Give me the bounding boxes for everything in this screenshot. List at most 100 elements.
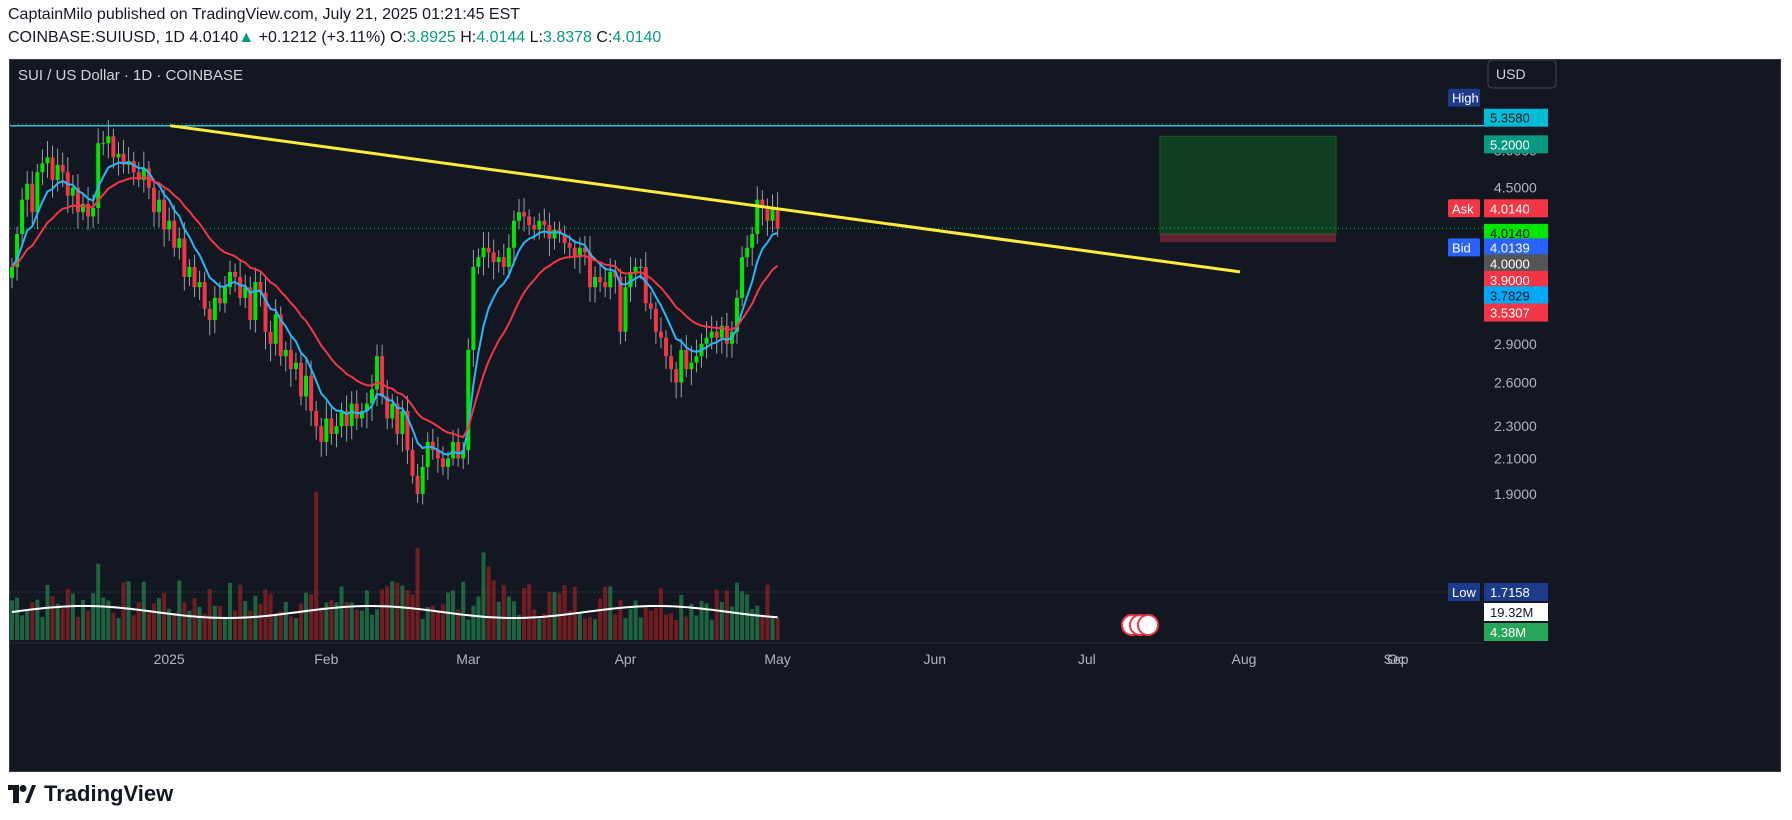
candle-body: [501, 257, 506, 267]
volume-bar: [603, 586, 608, 640]
candle-body: [15, 233, 20, 267]
candle-body: [633, 266, 638, 272]
volume-bar: [496, 601, 501, 640]
volume-bar: [390, 581, 395, 640]
candle-body: [562, 233, 567, 244]
low-label: L:: [529, 29, 543, 46]
volume-bar: [212, 605, 217, 640]
candle-body: [435, 450, 440, 459]
candle-body: [724, 325, 729, 344]
candle-body: [719, 325, 724, 338]
candle-body: [202, 282, 207, 309]
volume-bar: [446, 592, 451, 640]
volume-bar: [466, 619, 471, 640]
volume-bar: [694, 615, 699, 640]
candle-body: [471, 266, 476, 350]
candle-body: [775, 207, 780, 229]
volume-bar: [623, 617, 628, 640]
chart-panel[interactable]: SUI / US Dollar · 1D · COINBASEUSD5.0000…: [9, 59, 1781, 772]
y-tick-label: 2.9000: [1494, 336, 1537, 352]
volume-bar: [91, 593, 96, 640]
candle-body: [359, 410, 364, 419]
x-tick-label: Jun: [923, 651, 946, 667]
candle-body: [684, 349, 689, 370]
candle-body: [177, 238, 182, 248]
candle-body: [760, 199, 765, 208]
volume-bar: [648, 610, 653, 640]
slow-ema-line: [11, 176, 779, 439]
volume-ma-tag-value: 19.32M: [1490, 605, 1533, 620]
candle-body: [40, 163, 45, 173]
volume-bar: [643, 605, 648, 640]
candle-body: [375, 356, 380, 390]
candle-body: [101, 143, 106, 145]
volume-ma-tag-bg: [1484, 603, 1548, 621]
candle-body: [304, 375, 309, 397]
low-price-tag-value: 1.7158: [1490, 585, 1530, 600]
candle-body: [496, 257, 501, 263]
candle-body: [141, 168, 146, 180]
event-flag-icon[interactable]: [1137, 614, 1159, 636]
candle-body: [542, 220, 547, 226]
volume-bar: [684, 616, 689, 640]
price-chart[interactable]: SUI / US Dollar · 1D · COINBASEUSD5.0000…: [10, 60, 1780, 771]
volume-bar: [50, 596, 55, 640]
target-zone-box: [1159, 135, 1337, 235]
candle-body: [674, 369, 679, 383]
volume-bar: [628, 608, 633, 640]
candle-body: [344, 410, 349, 427]
candle-body: [116, 153, 121, 158]
volume-bar: [587, 616, 592, 640]
candle-body: [238, 276, 243, 298]
currency-button[interactable]: USD: [1487, 60, 1557, 89]
volume-bar: [65, 588, 70, 640]
volume-bar: [522, 588, 527, 640]
candle-body: [263, 292, 268, 332]
volume-bar: [55, 603, 60, 640]
volume-bar: [233, 610, 238, 640]
candle-body: [740, 257, 745, 298]
candle-body: [430, 441, 435, 451]
volume-tag: 4.38M: [1484, 623, 1548, 641]
high-price-tag-bg: [1484, 108, 1548, 127]
volume-bar: [618, 600, 623, 640]
volume-bar: [106, 600, 111, 640]
candle-body: [86, 203, 91, 217]
candle-body: [522, 212, 527, 217]
volume-bar: [131, 615, 136, 640]
candle-body: [537, 220, 542, 230]
volume-bar: [182, 602, 187, 640]
y-tick-label: 2.6000: [1494, 375, 1537, 391]
volume-tag-value: 4.38M: [1490, 625, 1526, 640]
candle-body: [309, 375, 314, 411]
candle-body: [258, 282, 263, 293]
candle-body: [60, 164, 65, 173]
volume-bar: [172, 613, 177, 640]
volume-bar: [658, 588, 663, 640]
volume-bar: [755, 605, 760, 640]
volume-bar: [319, 607, 324, 640]
candle-body: [314, 410, 319, 427]
volume-bar: [542, 613, 547, 640]
x-tick-label: 2025: [154, 651, 185, 667]
stop-zone-box: [1160, 233, 1336, 243]
candle-body: [395, 403, 400, 434]
candle-body: [618, 276, 623, 332]
candle-body: [70, 187, 75, 196]
candle-body: [20, 199, 25, 234]
last-price: 4.0140: [189, 29, 239, 46]
volume-bar: [10, 600, 14, 640]
candle-body: [440, 458, 445, 467]
candle-body: [613, 271, 618, 277]
slow-ma-price-tag: 3.9000: [1484, 270, 1548, 289]
volume-bar: [598, 598, 603, 640]
volume-bar: [471, 605, 476, 640]
ema-price-tag: 3.5307: [1484, 303, 1548, 322]
volume-bar: [268, 593, 273, 640]
volume-bar: [197, 606, 202, 640]
volume-bar: [309, 594, 314, 640]
candle-body: [491, 252, 496, 263]
low-marker-label-bg: [1448, 583, 1480, 601]
candle-body: [268, 331, 273, 344]
candle-body: [547, 225, 552, 239]
